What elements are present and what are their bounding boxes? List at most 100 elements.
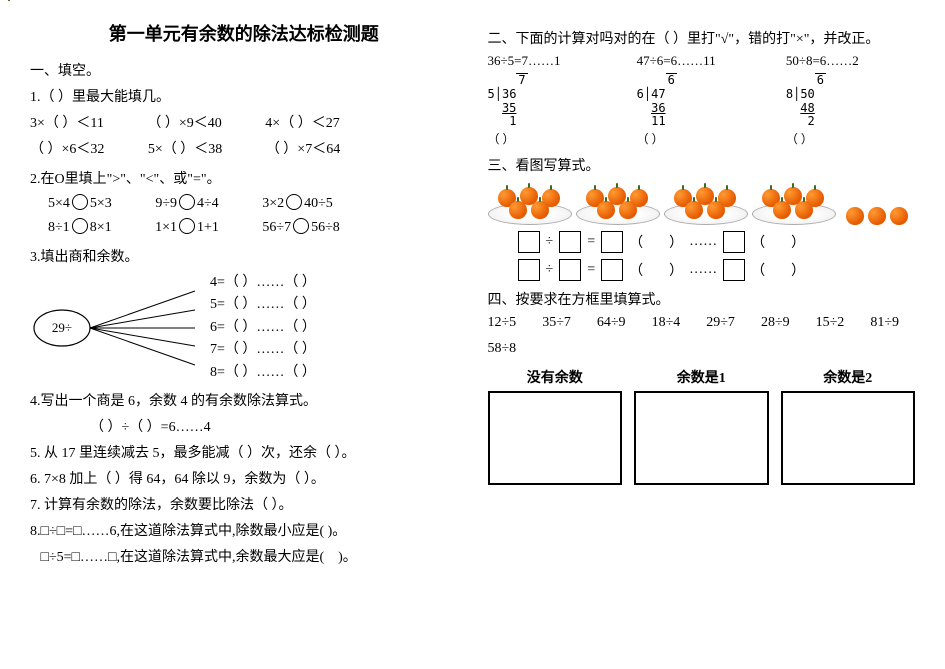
q3-line-7: 7=（ ）……（ ） <box>210 339 316 361</box>
q2-1f: 40÷5 <box>304 196 333 211</box>
dots: …… <box>689 234 717 250</box>
apple-icon <box>890 207 908 225</box>
q3-center-text: 29÷ <box>52 320 72 335</box>
q2-1b: 5×3 <box>90 196 112 211</box>
plate-4 <box>752 181 834 225</box>
dish-icon <box>752 203 836 225</box>
ld1-dvd: 36 <box>502 87 516 101</box>
loose-apples <box>846 207 908 225</box>
longdiv-row: 36÷5=7……1 7 5│36 35 1 （ ） 47÷6=6……11 6 6… <box>488 54 916 147</box>
q8a: 8.□÷□=□……6,在这道除法算式中,除数最小应是( )。 <box>30 520 458 540</box>
q2-2a: 8÷1 <box>48 220 70 235</box>
ld2-quot: 6 <box>666 73 677 88</box>
q1-head: 1.（ ）里最大能填几。 <box>30 86 458 106</box>
blank-circle-icon <box>179 218 195 234</box>
blank-box-icon <box>601 231 623 253</box>
q4-eq: （ ）÷（ ）=6……4 <box>30 416 458 436</box>
q3-result-lines: 4=（ ）……（ ） 5=（ ）……（ ） 6=（ ）……（ ） 7=（ ）……… <box>210 272 316 384</box>
q2-row2: 8÷18×1 1×11+1 56÷756÷8 <box>30 218 458 236</box>
q1-1b: （ ）×9＜40 <box>147 116 221 131</box>
paren-close: ） <box>669 260 683 280</box>
paren-open: （ <box>751 260 765 280</box>
longdiv-3: 50÷8=6……2 6 8│50 48 2 （ ） <box>786 54 915 147</box>
apple-icon <box>707 201 725 219</box>
blank-box-icon <box>723 259 745 281</box>
answer-box-icon <box>781 391 916 485</box>
apple-icon <box>509 201 527 219</box>
q3-diagram: 29÷ 4=（ ）……（ ） 5=（ ）……（ ） 6=（ ）……（ ） 7=（… <box>30 272 458 384</box>
ld2-rem: 11 <box>651 114 665 128</box>
ld3-step: 48 <box>800 101 814 115</box>
blank-circle-icon <box>179 194 195 210</box>
q2-2b: 8×1 <box>90 220 112 235</box>
answer-box-icon <box>634 391 769 485</box>
expr-c: 64÷9 <box>597 315 626 331</box>
q2-1c: 9÷9 <box>155 196 177 211</box>
equation-row-1: ÷ = （ ） …… （ ） <box>488 231 916 253</box>
ld3-rem: 2 <box>808 114 815 128</box>
right-column: 二、下面的计算对吗对的在（ ）里打"√"，错的打"×"，并改正。 36÷5=7…… <box>488 20 916 572</box>
longdiv-2: 47÷6=6……11 6 6│47 36 11 （ ） <box>637 54 766 147</box>
apple-icon <box>619 201 637 219</box>
ld1-div: 5 <box>488 87 495 101</box>
q1-2a: （ ）×6＜32 <box>30 142 104 157</box>
sort-label-b: 余数是1 <box>634 367 769 387</box>
section-1-head: 一、填空。 <box>30 60 458 80</box>
q2-2c: 1×1 <box>155 220 177 235</box>
blank-circle-icon <box>286 194 302 210</box>
expr-g: 15÷2 <box>816 315 845 331</box>
q1-1c: 4×（ ）＜27 <box>265 116 339 131</box>
equation-row-2: ÷ = （ ） …… （ ） <box>488 259 916 281</box>
ld3-dvd: 50 <box>800 87 814 101</box>
ld2-expr: 47÷6=6……11 <box>637 54 766 69</box>
ld1-paren: （ ） <box>488 133 617 147</box>
expr-a: 12÷5 <box>488 315 517 331</box>
plate-1 <box>488 181 570 225</box>
expr-d: 18÷4 <box>652 315 681 331</box>
q3-line-8: 8=（ ）……（ ） <box>210 362 316 384</box>
q2-2f: 56÷8 <box>311 220 340 235</box>
q4-head: 4.写出一个商是 6，余数 4 的有余数除法算式。 <box>30 390 458 410</box>
ld3-div: 8 <box>786 87 793 101</box>
q3-line-4: 4=（ ）……（ ） <box>210 272 316 294</box>
ld1-rem: 1 <box>509 114 516 128</box>
ld3-expr: 50÷8=6……2 <box>786 54 915 69</box>
longdiv-1: 36÷5=7……1 7 5│36 35 1 （ ） <box>488 54 617 147</box>
q1-row1: 3×（ ）＜11 （ ）×9＜40 4×（ ）＜27 <box>30 112 458 132</box>
q2-1e: 3×2 <box>262 196 284 211</box>
apple-icon <box>868 207 886 225</box>
expr-i: 58÷8 <box>488 341 517 357</box>
blank-circle-icon <box>72 194 88 210</box>
q1-2b: 5×（ ）＜38 <box>148 142 222 157</box>
dish-icon <box>664 203 748 225</box>
section-4-head: 四、按要求在方框里填算式。 <box>488 289 916 309</box>
dish-icon <box>576 203 660 225</box>
ld2-dvd: 47 <box>651 87 665 101</box>
q7: 7. 计算有余数的除法，余数要比除法（ ）。 <box>30 494 458 514</box>
q1-2c: （ ）×7＜64 <box>266 142 340 157</box>
apple-icon <box>531 201 549 219</box>
blank-circle-icon <box>72 218 88 234</box>
expr-h: 81÷9 <box>870 315 899 331</box>
section-2-head: 二、下面的计算对吗对的在（ ）里打"√"，错的打"×"，并改正。 <box>488 28 916 48</box>
q2-1a: 5×4 <box>48 196 70 211</box>
blank-box-icon <box>723 231 745 253</box>
fan-diagram-icon: 29÷ <box>30 283 200 373</box>
blank-box-icon <box>559 231 581 253</box>
ld2-step: 36 <box>651 101 665 115</box>
q2-head: 2.在O里填上">"、"<"、或"="。 <box>30 168 458 188</box>
q1-row2: （ ）×6＜32 5×（ ）＜38 （ ）×7＜64 <box>30 138 458 158</box>
plate-2 <box>576 181 658 225</box>
ld2-paren: （ ） <box>637 133 766 147</box>
expr-grid: 12÷5 35÷7 64÷9 18÷4 29÷7 28÷9 15÷2 81÷9 … <box>488 315 916 357</box>
dish-icon <box>488 203 572 225</box>
apple-icon <box>846 207 864 225</box>
apple-icon <box>597 201 615 219</box>
q3-line-6: 6=（ ）……（ ） <box>210 317 316 339</box>
blank-box-icon <box>601 259 623 281</box>
q6: 6. 7×8 加上（ ）得 64，64 除以 9，余数为（ ）。 <box>30 468 458 488</box>
dots: …… <box>689 262 717 278</box>
sort-box-none: 没有余数 <box>488 367 623 485</box>
sort-row: 没有余数 余数是1 余数是2 <box>488 367 916 485</box>
section-3-head: 三、看图写算式。 <box>488 155 916 175</box>
